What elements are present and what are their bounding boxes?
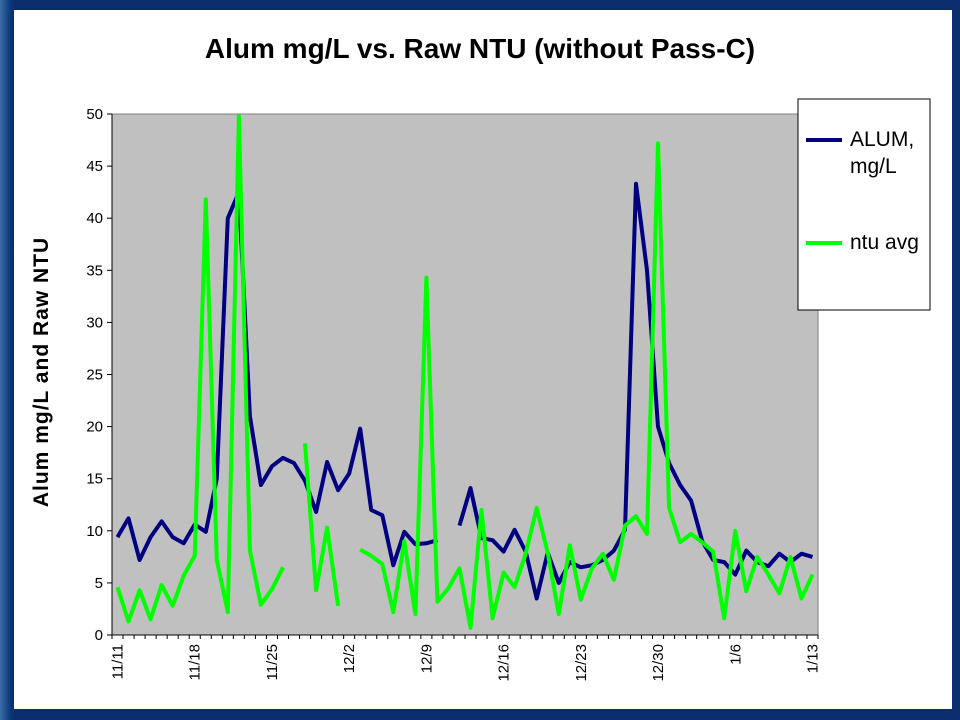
x-tick-label: 11/11 <box>110 644 127 679</box>
series-line-1 <box>359 141 815 630</box>
y-tick-label: 50 <box>86 106 103 123</box>
y-axis-label: Alum mg/L and Raw NTU <box>30 237 53 507</box>
legend-box <box>797 98 931 311</box>
y-tick-label: 5 <box>95 575 103 592</box>
series-layer <box>115 114 815 630</box>
x-tick-label: 12/9 <box>418 644 435 673</box>
y-axis: 0 5 10 15 20 25 30 35 40 45 50 <box>86 106 113 644</box>
legend-label-1: ntu avg <box>850 231 919 254</box>
series-line-1 <box>303 443 341 607</box>
y-tick-label: 0 <box>95 627 103 644</box>
series-line-0 <box>457 181 814 601</box>
y-tick-label: 20 <box>86 419 103 436</box>
x-tick-label: 12/2 <box>341 644 358 673</box>
y-tick-label: 35 <box>86 262 103 279</box>
x-tick-label: 11/25 <box>264 644 281 680</box>
x-tick-label: 12/23 <box>573 644 590 682</box>
chart-title: Alum mg/L vs. Raw NTU (without Pass-C) <box>205 33 755 64</box>
x-tick-label: 1/6 <box>727 644 744 665</box>
x-axis: 11/11 11/18 11/25 12/2 12/9 12/16 12/23 12/30 1/… <box>110 634 821 682</box>
legend: ALUM, mg/L ntu avg <box>797 98 931 311</box>
x-tick-label: 12/30 <box>650 644 667 682</box>
legend-label-0: mg/L <box>850 155 897 178</box>
y-tick-label: 10 <box>86 523 103 540</box>
y-tick-label: 40 <box>86 210 103 227</box>
y-tick-label: 30 <box>86 314 103 331</box>
y-tick-label: 15 <box>86 471 103 488</box>
x-tick-label: 1/13 <box>804 644 821 673</box>
legend-label-0: ALUM, <box>850 128 914 151</box>
y-tick-label: 25 <box>86 367 103 384</box>
series-line-1 <box>115 114 285 624</box>
y-tick-label: 45 <box>86 158 103 175</box>
x-tick-label: 11/18 <box>187 644 204 680</box>
series-line-0 <box>115 190 438 568</box>
x-tick-label: 12/16 <box>496 644 513 682</box>
